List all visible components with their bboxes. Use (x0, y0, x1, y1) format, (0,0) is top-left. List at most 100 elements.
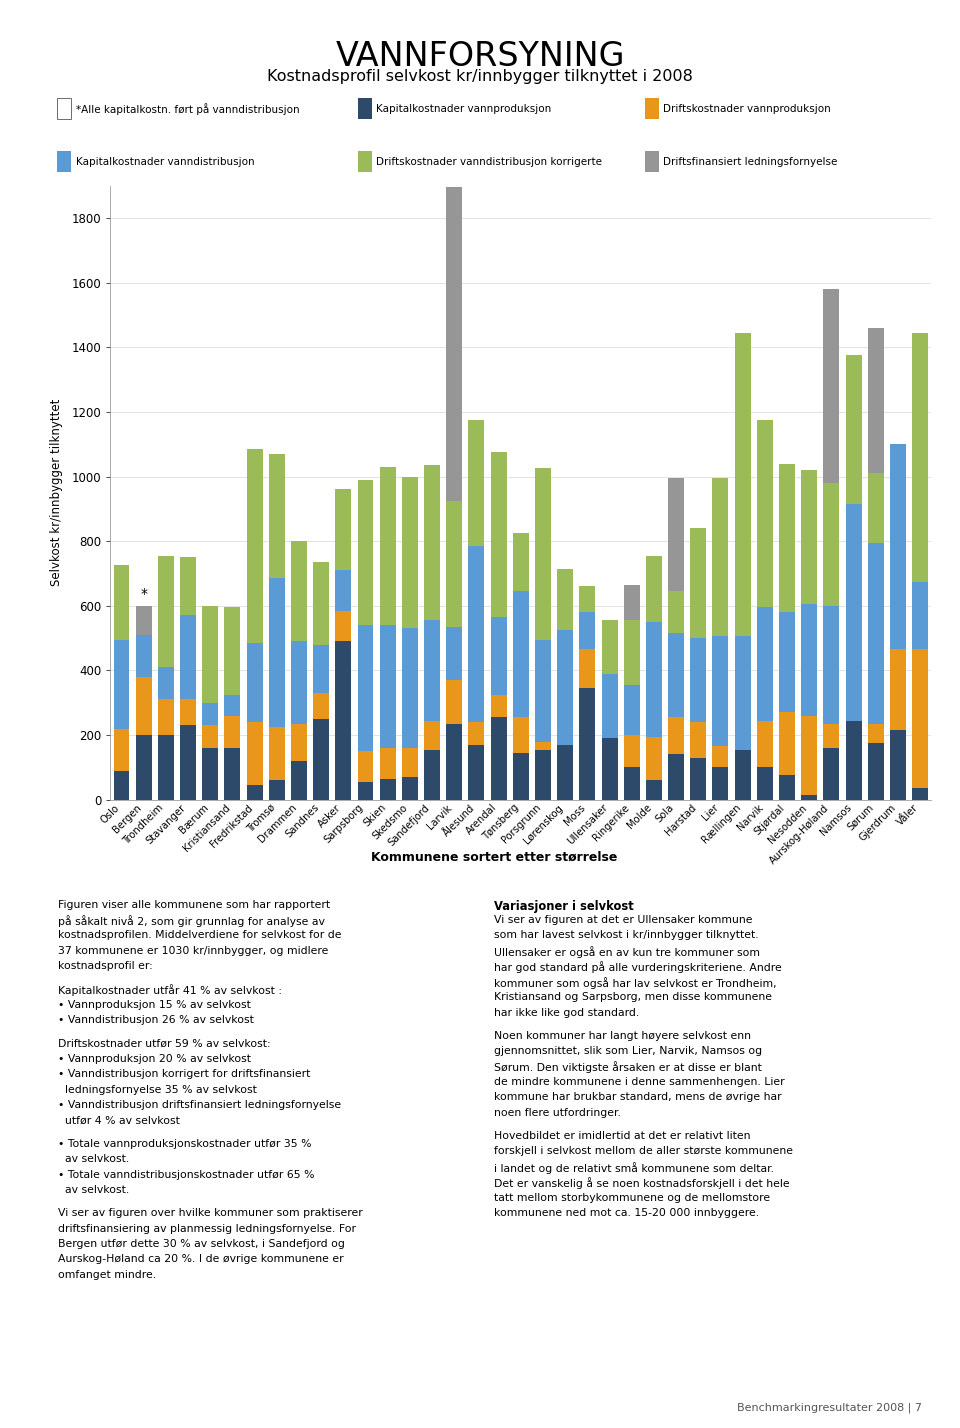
Bar (203, 605, 218, 703)
Text: Kapitalkostnader utfår 41 % av selvkost :: Kapitalkostnader utfår 41 % av selvkost … (58, 984, 281, 997)
Bar (846, 356, 861, 504)
Bar (269, 578, 285, 727)
Bar (690, 528, 707, 638)
Bar (846, 504, 861, 721)
Text: som har lavest selvkost i kr/innbygger tilknyttet.: som har lavest selvkost i kr/innbygger t… (494, 931, 759, 941)
Bar (912, 650, 928, 788)
Bar (157, 555, 174, 667)
Bar (646, 780, 661, 800)
Bar (335, 611, 351, 641)
Text: Kapitalkostnader vannproduksjon: Kapitalkostnader vannproduksjon (376, 104, 551, 114)
Bar (180, 725, 196, 800)
Text: driftsfinansiering av planmessig ledningsfornyelse. For: driftsfinansiering av planmessig ledning… (58, 1224, 355, 1234)
Text: omfanget mindre.: omfanget mindre. (58, 1269, 156, 1279)
Bar (513, 591, 529, 717)
Text: de mindre kommunene i denne sammenhengen. Lier: de mindre kommunene i denne sammenhengen… (494, 1077, 785, 1087)
Bar (225, 715, 240, 748)
Bar (824, 483, 839, 605)
Bar (402, 777, 418, 800)
Text: *: * (140, 587, 147, 601)
Bar (113, 565, 130, 640)
Bar (203, 703, 218, 725)
Bar (712, 478, 729, 637)
Bar (180, 615, 196, 700)
Bar (802, 715, 817, 795)
Bar (890, 650, 906, 730)
Text: Hovedbildet er imidlertid at det er relativt liten: Hovedbildet er imidlertid at det er rela… (494, 1131, 751, 1141)
Bar (313, 718, 329, 800)
Bar (513, 717, 529, 753)
Bar (135, 735, 152, 800)
Bar (491, 617, 507, 694)
Bar (135, 635, 152, 677)
Text: på såkalt nivå 2, som gir grunnlag for analyse av: på såkalt nivå 2, som gir grunnlag for a… (58, 915, 324, 927)
Text: Sørum. Den viktigste årsaken er at disse er blant: Sørum. Den viktigste årsaken er at disse… (494, 1061, 762, 1074)
Bar (912, 788, 928, 800)
Bar (446, 187, 462, 501)
Bar (624, 767, 639, 800)
Bar (824, 724, 839, 748)
Bar (602, 620, 617, 674)
Bar (779, 775, 795, 800)
Text: ledningsfornyelse 35 % av selvkost: ledningsfornyelse 35 % av selvkost (58, 1085, 256, 1095)
Bar (868, 743, 884, 800)
Bar (58, 151, 71, 171)
Bar (157, 735, 174, 800)
Bar (734, 750, 751, 800)
Bar (868, 543, 884, 724)
Bar (868, 473, 884, 543)
Text: • Totale vannproduksjonskostnader utfør 35 %: • Totale vannproduksjonskostnader utfør … (58, 1138, 311, 1148)
Bar (291, 724, 307, 761)
Bar (247, 785, 263, 800)
Bar (802, 470, 817, 604)
Bar (58, 99, 71, 119)
Bar (756, 721, 773, 767)
Bar (424, 466, 440, 620)
Text: av selvkost.: av selvkost. (58, 1185, 129, 1195)
Bar (580, 613, 595, 650)
Text: Aurskog-Høland ca 20 %. I de øvrige kommunene er: Aurskog-Høland ca 20 %. I de øvrige komm… (58, 1254, 344, 1264)
Bar (602, 738, 617, 800)
Bar (380, 625, 396, 748)
Bar (247, 723, 263, 785)
Bar (269, 727, 285, 780)
Text: Bergen utfør dette 30 % av selvkost, i Sandefjord og: Bergen utfør dette 30 % av selvkost, i S… (58, 1240, 345, 1250)
Bar (180, 557, 196, 615)
Bar (802, 795, 817, 800)
Bar (157, 667, 174, 700)
Bar (380, 467, 396, 625)
Bar (446, 724, 462, 800)
Bar (446, 627, 462, 680)
Bar (756, 767, 773, 800)
Text: Kapitalkostnader vanndistribusjon: Kapitalkostnader vanndistribusjon (76, 157, 254, 167)
Bar (580, 587, 595, 613)
Bar (779, 713, 795, 775)
Bar (402, 748, 418, 777)
Text: *Alle kapitalkostn. ført på vanndistribusjon: *Alle kapitalkostn. ført på vanndistribu… (76, 103, 300, 114)
Bar (468, 545, 485, 723)
Bar (357, 625, 373, 751)
Bar (580, 650, 595, 688)
Text: Driftskostnader utfør 59 % av selvkost:: Driftskostnader utfør 59 % av selvkost: (58, 1038, 270, 1048)
Bar (668, 754, 684, 800)
Bar (712, 637, 729, 747)
Bar (668, 717, 684, 754)
Bar (313, 563, 329, 644)
Text: Benchmarkingresultater 2008 | 7: Benchmarkingresultater 2008 | 7 (736, 1402, 922, 1414)
Bar (646, 737, 661, 780)
Bar (424, 721, 440, 750)
Bar (779, 613, 795, 713)
Text: Kommunene sortert etter størrelse: Kommunene sortert etter størrelse (372, 851, 617, 864)
Bar (690, 723, 707, 758)
Bar (644, 151, 659, 171)
Bar (779, 464, 795, 613)
Bar (468, 420, 485, 545)
Text: Kristiansand og Sarpsborg, men disse kommunene: Kristiansand og Sarpsborg, men disse kom… (494, 992, 773, 1002)
Bar (357, 99, 372, 119)
Bar (113, 771, 130, 800)
Bar (824, 605, 839, 724)
Text: Driftskostnader vanndistribusjon korrigerte: Driftskostnader vanndistribusjon korrige… (376, 157, 602, 167)
Text: VANNFORSYNING: VANNFORSYNING (335, 40, 625, 73)
Bar (535, 750, 551, 800)
Bar (313, 644, 329, 693)
